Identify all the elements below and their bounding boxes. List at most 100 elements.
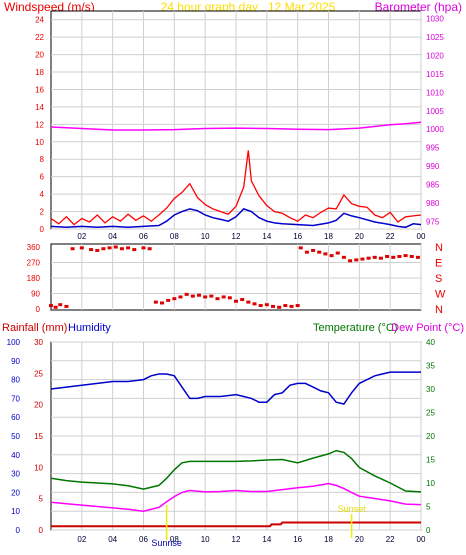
direction-point xyxy=(49,304,53,308)
time-tick-label: 16 xyxy=(293,232,302,241)
windspeed-tick-label: 8 xyxy=(40,155,45,164)
humidity-tick-label: 60 xyxy=(11,413,20,422)
humidity-tick-label: 0 xyxy=(16,526,21,535)
direction-point xyxy=(252,302,257,306)
windspeed-tick-label: 20 xyxy=(35,51,44,60)
direction-point xyxy=(360,257,365,261)
compass-label: N xyxy=(435,304,443,316)
barometer-tick-label: 1015 xyxy=(426,70,444,79)
direction-point xyxy=(372,255,377,259)
direction-point xyxy=(132,248,137,252)
temperature-tick-label: 20 xyxy=(426,432,435,441)
time-tick-label: 22 xyxy=(386,535,395,544)
sunset-label: Sunset xyxy=(338,504,367,514)
temperature-tick-label: 0 xyxy=(426,526,431,535)
direction-point xyxy=(354,258,359,262)
windspeed-tick-label: 12 xyxy=(35,120,44,129)
compass-label: S xyxy=(435,273,442,285)
direction-panel-series xyxy=(49,245,420,309)
temperature-tick-label: 40 xyxy=(426,338,435,347)
windspeed-tick-label: 22 xyxy=(35,33,44,42)
direction-point xyxy=(304,250,309,254)
direction-point xyxy=(378,256,383,260)
barometer-tick-label: 1000 xyxy=(426,125,444,134)
humidity-tick-label: 20 xyxy=(11,488,20,497)
direction-point xyxy=(147,247,152,251)
direction-point xyxy=(341,255,346,259)
barometer-tick-label: 995 xyxy=(426,144,440,153)
direction-point xyxy=(79,246,84,250)
direction-point xyxy=(126,246,131,250)
direction-point xyxy=(289,304,294,308)
windspeed-tick-label: 10 xyxy=(35,138,44,147)
dewpoint-axis-title: Dew Point (°C) xyxy=(391,322,464,334)
humidity-ticks: 0 10 20 30 40 50 60 70 80 90 100 xyxy=(7,338,21,535)
windspeed-tick-label: 18 xyxy=(35,68,44,77)
time-tick-label: 04 xyxy=(108,535,117,544)
humidity-line xyxy=(50,371,421,405)
direction-point xyxy=(221,295,226,299)
barometer-tick-label: 1030 xyxy=(426,14,444,23)
wind-panel-series xyxy=(50,121,422,229)
time-tick-label: 02 xyxy=(77,535,86,544)
time-tick-label: 04 xyxy=(108,232,117,241)
direction-point xyxy=(113,245,118,249)
direction-tick-label: 360 xyxy=(27,243,41,252)
direction-point xyxy=(190,294,195,298)
time-tick-label: 14 xyxy=(262,232,271,241)
barometer-tick-label: 1005 xyxy=(426,107,444,116)
rainfall-tick-label: 0 xyxy=(39,526,44,535)
barometer-tick-label: 975 xyxy=(426,218,440,227)
direction-point xyxy=(197,293,201,297)
humidity-tick-label: 90 xyxy=(11,357,20,366)
windspeed-tick-label: 6 xyxy=(40,173,45,182)
temperature-axis-title: Temperature (°C) xyxy=(313,322,397,334)
temperature-tick-label: 5 xyxy=(426,503,431,512)
barometer-tick-label: 980 xyxy=(426,199,440,208)
time-tick-label: 18 xyxy=(324,232,333,241)
temperature-ticks: 0 5 10 15 20 25 30 35 40 xyxy=(426,338,435,535)
direction-point xyxy=(178,295,183,299)
direction-point xyxy=(409,254,414,258)
direction-point xyxy=(209,294,214,298)
direction-point xyxy=(160,301,164,305)
direction-point xyxy=(311,248,316,252)
time-tick-label: 22 xyxy=(386,232,395,241)
time-tick-label: 18 xyxy=(324,535,333,544)
humidity-tick-label: 10 xyxy=(11,507,20,516)
time-tick-label: 02 xyxy=(77,232,86,241)
direction-point xyxy=(53,305,58,309)
climate-panel-grid xyxy=(51,341,422,531)
direction-point xyxy=(317,250,322,254)
time-tick-label: 14 xyxy=(262,535,271,544)
temperature-tick-label: 35 xyxy=(426,362,435,371)
time-tick-label: 16 xyxy=(293,535,302,544)
windspeed-line xyxy=(50,150,422,226)
temperature-tick-label: 30 xyxy=(426,385,435,394)
humidity-tick-label: 30 xyxy=(11,470,20,479)
climate-panel-time-ticks: 02 04 06 08 10 12 14 16 18 20 22 00 xyxy=(77,535,426,544)
direction-tick-label: 180 xyxy=(27,274,41,283)
barometer-ticks: 975 980 985 990 995 1000 1005 1010 1015 1020 1025 1… xyxy=(426,14,444,226)
direction-point xyxy=(70,247,75,251)
average-wind-line xyxy=(50,208,422,229)
direction-point xyxy=(64,304,69,308)
direction-point xyxy=(153,300,158,304)
direction-tick-label: 0 xyxy=(36,305,41,314)
direction-point xyxy=(271,304,275,308)
barometer-tick-label: 1010 xyxy=(426,88,444,97)
sunrise-label: Sunrise xyxy=(151,538,182,548)
direction-point xyxy=(119,247,124,251)
time-tick-label: 00 xyxy=(417,232,426,241)
humidity-tick-label: 50 xyxy=(11,432,20,441)
direction-point xyxy=(95,248,100,252)
time-tick-label: 12 xyxy=(232,535,241,544)
barometer-tick-label: 990 xyxy=(426,162,440,171)
barometer-tick-label: 985 xyxy=(426,181,440,190)
direction-point xyxy=(348,259,353,263)
windspeed-tick-label: 2 xyxy=(40,208,45,217)
barometer-line xyxy=(50,121,422,131)
